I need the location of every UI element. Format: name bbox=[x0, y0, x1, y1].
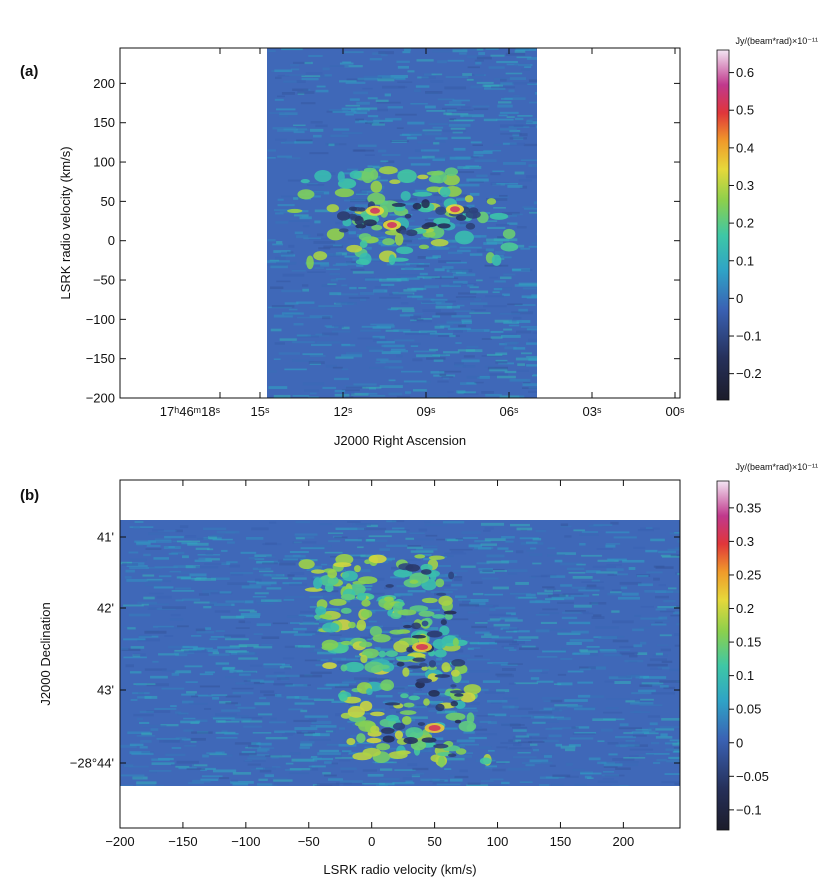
panel-a-y-tick-label: 0 bbox=[108, 233, 115, 248]
panel-b-x-tick-label: 50 bbox=[427, 834, 441, 849]
panel-a-x-label: J2000 Right Ascension bbox=[334, 433, 466, 448]
panel-b-x-tick-label: −200 bbox=[105, 834, 134, 849]
panel-a-y-label: LSRK radio velocity (km/s) bbox=[58, 146, 73, 299]
panel-a-colorbar bbox=[716, 49, 730, 401]
panel-b-colorbar-tick-label: 0.2 bbox=[736, 601, 754, 616]
panel-a-colorbar-tick-label: 0.4 bbox=[736, 140, 754, 155]
panel-a-x-tick-label: 15ˢ bbox=[251, 404, 270, 419]
panel-a-x-axis: 17ʰ46ᵐ18ˢ 15ˢ 12ˢ 09ˢ 06ˢ 03ˢ 00ˢ bbox=[160, 48, 685, 419]
panel-b-colorbar-tick-label: −0.05 bbox=[736, 769, 769, 784]
panel-b-colorbar bbox=[716, 480, 730, 831]
panel-a-image bbox=[267, 48, 537, 398]
panel-b-x-tick-label: 200 bbox=[613, 834, 635, 849]
panel-b-colorbar-unit: Jy/(beam*rad)×10⁻¹¹ bbox=[735, 462, 818, 472]
panel-a-colorbar-tick-label: 0.1 bbox=[736, 253, 754, 268]
panel-a-colorbar-tick-label: 0 bbox=[736, 291, 743, 306]
panel-b-y-axis: 41' 42' 43' −28°44' bbox=[70, 530, 680, 771]
panel-b-x-tick-label: −150 bbox=[168, 834, 197, 849]
panel-a-colorbar-tick-label: −0.1 bbox=[736, 329, 762, 344]
panel-b-x-tick-label: 100 bbox=[487, 834, 509, 849]
panel-a-colorbar-tick-label: 0.6 bbox=[736, 65, 754, 80]
panel-b-colorbar-tick-label: 0.35 bbox=[736, 500, 761, 515]
panel-b-y-tick-label: 42' bbox=[97, 601, 114, 616]
panel-a-x-tick-label: 12ˢ bbox=[334, 404, 353, 419]
panel-b-x-tick-label: −100 bbox=[231, 834, 260, 849]
panel-a-y-tick-label: −150 bbox=[86, 351, 115, 366]
panel-b-colorbar-tick-label: 0.1 bbox=[736, 668, 754, 683]
panel-a-y-axis: 200 150 100 50 0 −50 −100 −150 −200 bbox=[86, 76, 680, 406]
panel-b-label: (b) bbox=[20, 487, 39, 504]
panel-b-x-tick-label: 0 bbox=[368, 834, 375, 849]
panel-b-image bbox=[120, 520, 680, 786]
panel-a-y-tick-label: 150 bbox=[93, 115, 115, 130]
panel-a-colorbar-ticks: 0.6 0.5 0.4 0.3 0.2 0.1 0 −0.1 −0.2 bbox=[729, 65, 762, 381]
panel-b-y-label: J2000 Declination bbox=[38, 602, 53, 705]
panel-a-y-tick-label: −50 bbox=[93, 273, 115, 288]
panel-a-x-tick-label: 00ˢ bbox=[666, 404, 685, 419]
panel-b-colorbar-tick-label: 0.25 bbox=[736, 567, 761, 582]
panel-a-y-tick-label: −200 bbox=[86, 391, 115, 406]
panel-a-peak-core bbox=[387, 221, 397, 228]
panel-b-colorbar-tick-label: 0.15 bbox=[736, 635, 761, 650]
panel-b-y-tick-label: −28°44' bbox=[70, 756, 114, 771]
panel-a-y-tick-label: 100 bbox=[93, 155, 115, 170]
panel-a-x-tick-label: 06ˢ bbox=[500, 404, 519, 419]
panel-b-x-label: LSRK radio velocity (km/s) bbox=[323, 862, 476, 877]
panel-b-peak-core bbox=[428, 725, 441, 731]
panel-a-x-tick-label: 09ˢ bbox=[417, 404, 436, 419]
panel-b-x-tick-label: 150 bbox=[550, 834, 572, 849]
panel-a-y-tick-label: −100 bbox=[86, 312, 115, 327]
panel-a-x-tick-label: 17ʰ46ᵐ18ˢ bbox=[160, 404, 221, 419]
panel-a-colorbar-tick-label: 0.3 bbox=[736, 178, 754, 193]
panel-b-x-axis: −200 −150 −100 −50 0 50 100 150 200 bbox=[105, 480, 634, 849]
panel-a-y-tick-label: 50 bbox=[101, 194, 115, 209]
panel-a-label: (a) bbox=[20, 63, 38, 80]
panel-b-colorbar-tick-label: 0.3 bbox=[736, 534, 754, 549]
panel-b-y-tick-label: 41' bbox=[97, 530, 114, 545]
panel-a-x-tick-label: 03ˢ bbox=[583, 404, 602, 419]
panel-b-colorbar-tick-label: 0.05 bbox=[736, 702, 761, 717]
panel-a-colorbar-unit: Jy/(beam*rad)×10⁻¹¹ bbox=[735, 36, 818, 46]
panel-a-colorbar-tick-label: −0.2 bbox=[736, 366, 762, 381]
panel-b-peak-core bbox=[416, 644, 429, 650]
panel-b-colorbar-ticks: 0.35 0.3 0.25 0.2 0.15 0.1 0.05 0 −0.05 −0.1 bbox=[729, 500, 769, 817]
panel-b-colorbar-tick-label: −0.1 bbox=[736, 802, 762, 817]
panel-a-peak-core bbox=[370, 207, 380, 214]
panel-a-colorbar-tick-label: 0.2 bbox=[736, 216, 754, 231]
panel-a-y-tick-label: 200 bbox=[93, 76, 115, 91]
panel-a-colorbar-tick-label: 0.5 bbox=[736, 103, 754, 118]
panel-b: (b) 41' 42' 43' −28°44' −200 −150 −100 −50 0 50 1… bbox=[20, 462, 818, 877]
panel-b-colorbar-tick-label: 0 bbox=[736, 735, 743, 750]
panel-b-x-tick-label: −50 bbox=[298, 834, 320, 849]
panel-a: (a) 200 150 100 50 0 −50 −100 −150 −200 17ʰ46ᵐ18… bbox=[20, 36, 818, 448]
panel-a-peak-core bbox=[450, 206, 460, 213]
panel-b-y-tick-label: 43' bbox=[97, 683, 114, 698]
